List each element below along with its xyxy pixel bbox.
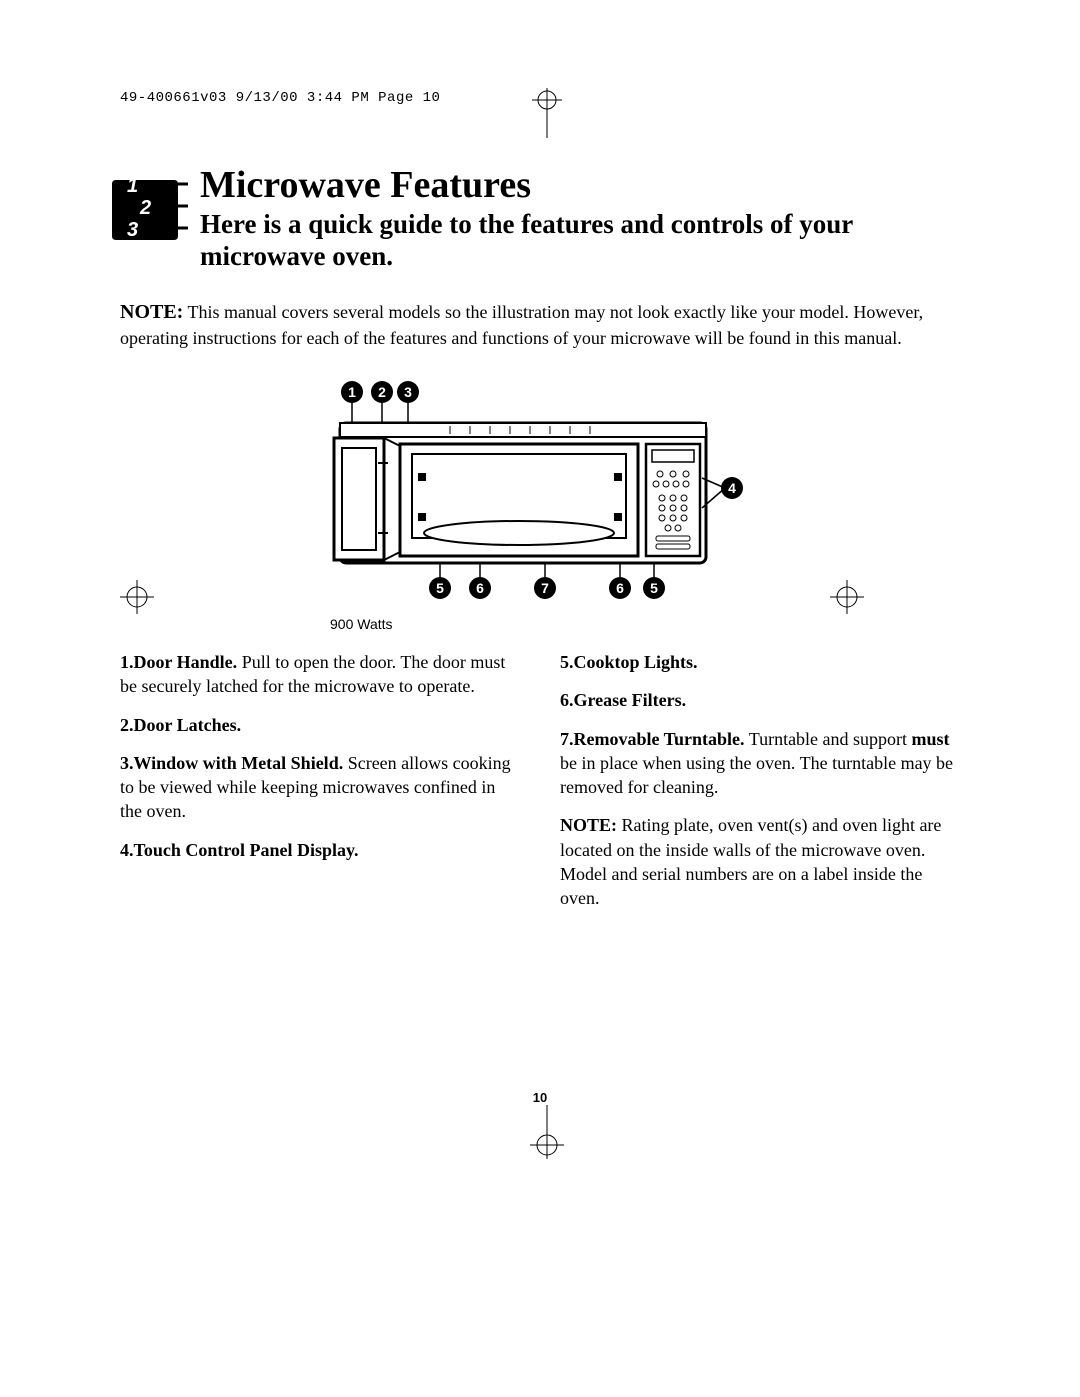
icon-label-2: 2 <box>139 197 151 219</box>
crop-mark-bottom <box>530 1105 564 1165</box>
note2-text: Rating plate, oven vent(s) and oven ligh… <box>560 815 941 908</box>
note2: NOTE: Rating plate, oven vent(s) and ove… <box>560 813 960 910</box>
feature-num: 3. <box>120 753 134 773</box>
feature-num: 5. <box>560 652 574 672</box>
print-header: 49-400661v03 9/13/00 3:44 PM Page 10 <box>120 90 960 106</box>
page-subtitle: Here is a quick guide to the features an… <box>200 208 960 273</box>
feature-title: Cooktop Lights. <box>574 652 698 672</box>
svg-text:6: 6 <box>476 580 484 596</box>
callout-6r: 6 <box>609 564 631 599</box>
feature-num: 1. <box>120 652 134 672</box>
feature-title: Door Handle. <box>134 652 238 672</box>
feature-title: Window with Metal Shield. <box>134 753 344 773</box>
feature-num: 7. <box>560 729 574 749</box>
crop-mark-top <box>530 88 564 138</box>
callout-5l: 5 <box>429 564 451 599</box>
note-text: This manual covers several models so the… <box>120 302 923 348</box>
feature-num: 4. <box>120 840 134 860</box>
icon-label-3: 3 <box>127 219 138 241</box>
svg-text:1: 1 <box>348 384 356 400</box>
note-paragraph: NOTE: This manual covers several models … <box>120 299 960 350</box>
note-label: NOTE: <box>120 301 183 323</box>
callout-5r: 5 <box>643 564 665 599</box>
feature-title: Grease Filters. <box>574 690 687 710</box>
feature-num: 6. <box>560 690 574 710</box>
note2-label: NOTE: <box>560 815 617 835</box>
feature-item: 3.Window with Metal Shield. Screen allow… <box>120 751 520 824</box>
callout-1: 1 <box>341 381 363 426</box>
feature-item: 5.Cooktop Lights. <box>560 650 960 674</box>
svg-text:5: 5 <box>436 580 444 596</box>
feature-text-post: be in place when using the oven. The tur… <box>560 753 953 797</box>
features-right-col: 5.Cooktop Lights. 6.Grease Filters. 7.Re… <box>560 650 960 925</box>
callout-6l: 6 <box>469 564 491 599</box>
feature-num: 2. <box>120 715 134 735</box>
page-number: 10 <box>120 1090 960 1105</box>
svg-text:3: 3 <box>404 384 412 400</box>
feature-title: Removable Turntable. <box>574 729 745 749</box>
feature-item: 4.Touch Control Panel Display. <box>120 838 520 862</box>
svg-text:2: 2 <box>378 384 386 400</box>
svg-text:5: 5 <box>650 580 658 596</box>
section-icon: 1 2 3 <box>110 166 188 244</box>
icon-label-1: 1 <box>127 175 138 197</box>
page-title: Microwave Features <box>200 166 960 206</box>
feature-item: 2.Door Latches. <box>120 713 520 737</box>
print-header-text: 49-400661v03 9/13/00 3:44 PM Page 10 <box>120 90 440 106</box>
features-left-col: 1.Door Handle. Pull to open the door. Th… <box>120 650 520 925</box>
callout-7: 7 <box>534 564 556 599</box>
callout-3: 3 <box>397 381 419 426</box>
callout-2: 2 <box>371 381 393 426</box>
microwave-diagram: 1 2 3 <box>330 378 750 632</box>
svg-text:6: 6 <box>616 580 624 596</box>
feature-title: Touch Control Panel Display. <box>134 840 359 860</box>
feature-bold-mid: must <box>912 729 950 749</box>
feature-item: 7.Removable Turntable. Turntable and sup… <box>560 727 960 800</box>
svg-text:4: 4 <box>728 480 736 496</box>
watts-label: 900 Watts <box>330 616 750 632</box>
callout-4: 4 <box>702 477 743 508</box>
feature-title: Door Latches. <box>134 715 242 735</box>
feature-item: 1.Door Handle. Pull to open the door. Th… <box>120 650 520 699</box>
feature-text-pre: Turntable and support <box>745 729 912 749</box>
svg-text:7: 7 <box>541 580 549 596</box>
feature-item: 6.Grease Filters. <box>560 688 960 712</box>
